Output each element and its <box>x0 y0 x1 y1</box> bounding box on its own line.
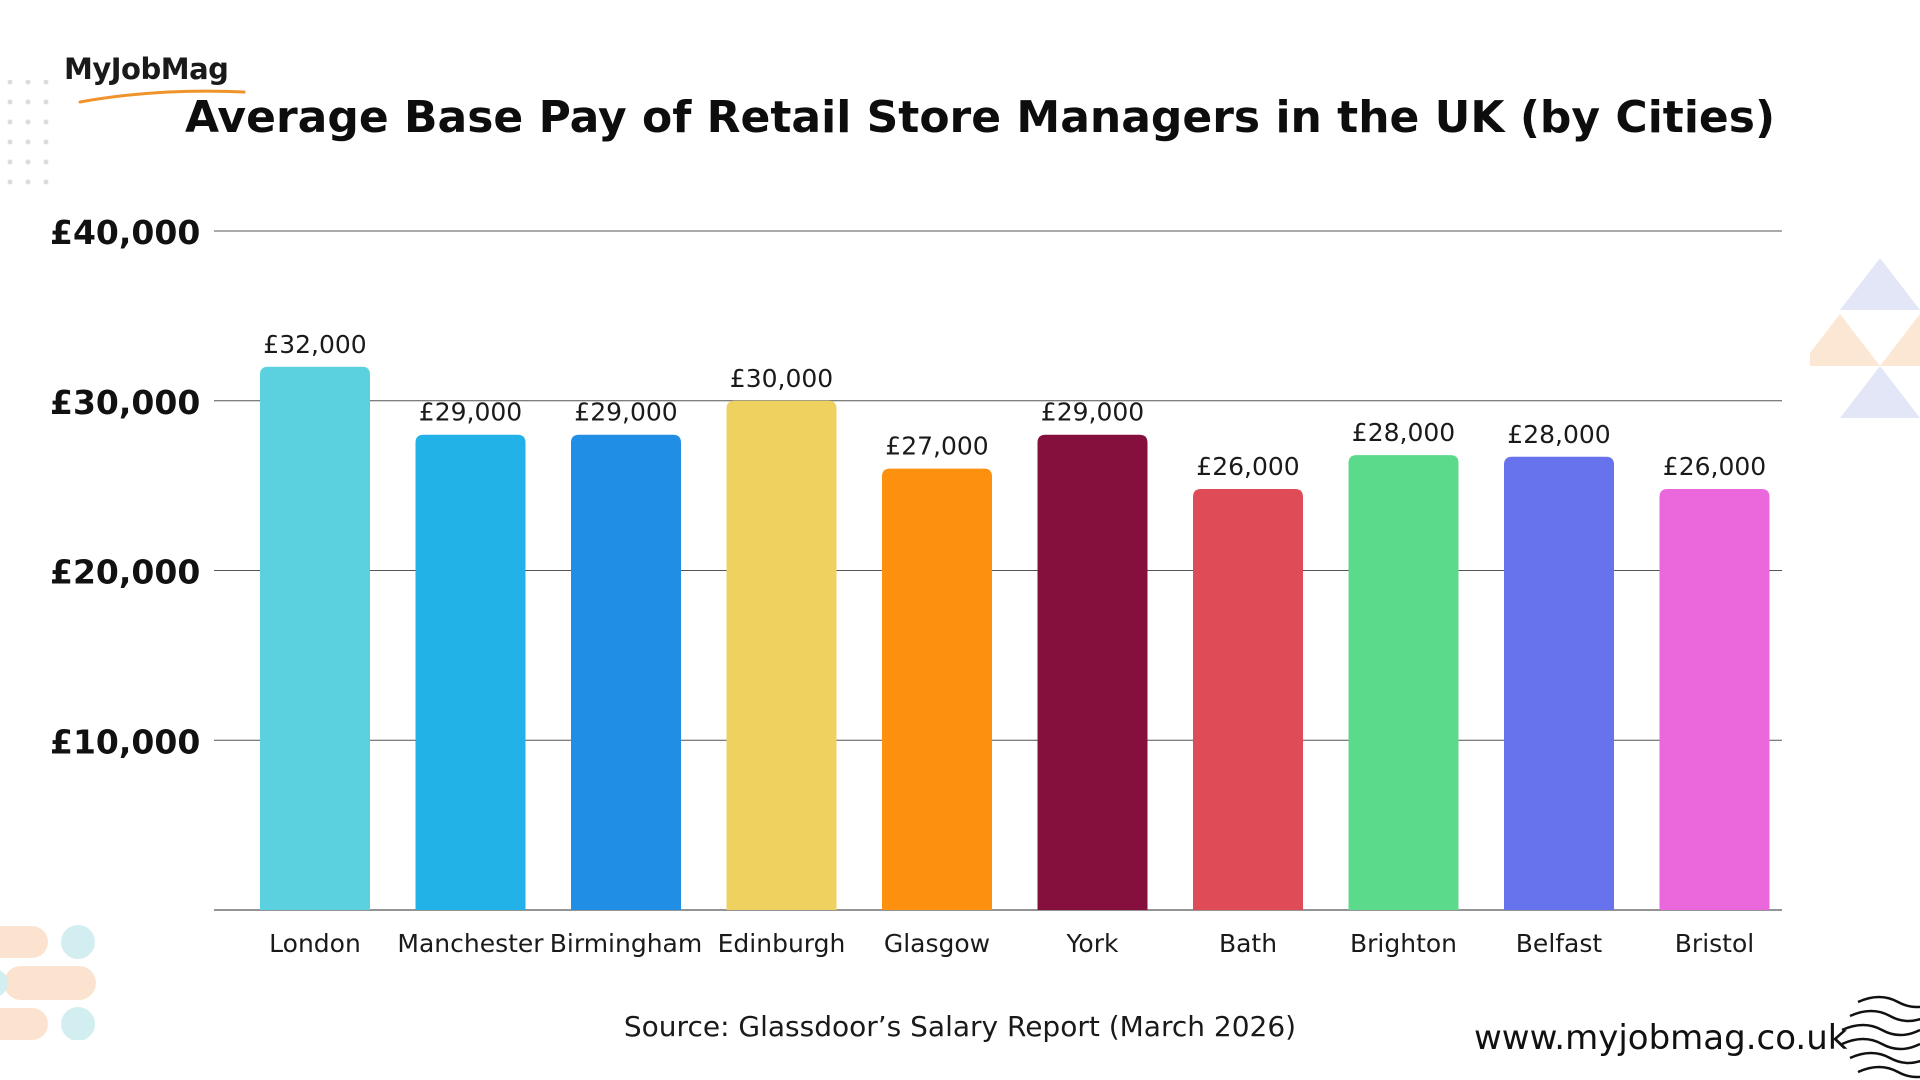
source-note: Source: Glassdoor’s Salary Report (March… <box>623 1010 1297 1043</box>
bar-birmingham <box>571 434 681 910</box>
bar-london <box>260 366 370 910</box>
data-label: £28,000 <box>1352 418 1455 447</box>
data-label: £30,000 <box>730 364 833 393</box>
x-tick-label: Bristol <box>1675 929 1754 958</box>
bar-bath <box>1193 489 1303 910</box>
bar-bristol <box>1659 489 1770 910</box>
x-tick-label: Bath <box>1219 929 1277 958</box>
bar-brighton <box>1348 455 1459 910</box>
decorative-waves <box>1841 995 1920 1079</box>
data-label: £27,000 <box>885 432 988 461</box>
decorative-dot-grid <box>7 80 49 185</box>
data-label: £32,000 <box>263 330 366 359</box>
x-tick-label: London <box>269 929 361 958</box>
x-tick-label: Brighton <box>1350 929 1457 958</box>
y-tick-label: £10,000 <box>50 722 200 761</box>
data-label: £29,000 <box>419 398 522 427</box>
x-tick-label: York <box>1065 929 1119 958</box>
bar-belfast <box>1504 456 1614 910</box>
data-label: £28,000 <box>1507 420 1610 449</box>
data-label: £26,000 <box>1196 452 1299 481</box>
myjobmag-logo[interactable]: MyJobMag <box>64 52 246 112</box>
bar-manchester <box>415 434 526 910</box>
chart-title: Average Base Pay of Retail Store Manager… <box>184 92 1776 143</box>
x-tick-label: Birmingham <box>550 929 702 958</box>
data-label: £29,000 <box>574 398 677 427</box>
x-tick-label: Manchester <box>397 929 544 958</box>
y-tick-label: £20,000 <box>50 553 200 592</box>
website-link[interactable]: www.myjobmag.co.uk <box>1474 1018 1848 1058</box>
decorative-triangles <box>1810 258 1920 418</box>
bar-york <box>1037 434 1148 910</box>
decorative-pills <box>0 925 96 1040</box>
x-tick-label: Belfast <box>1516 929 1603 958</box>
x-tick-label: Glasgow <box>884 929 990 958</box>
bar-edinburgh <box>726 400 837 910</box>
bar-glasgow <box>882 468 992 910</box>
data-label: £26,000 <box>1663 452 1766 481</box>
y-tick-label: £30,000 <box>50 383 200 422</box>
logo-text: MyJobMag <box>64 52 229 86</box>
data-label: £29,000 <box>1041 398 1144 427</box>
y-tick-label: £40,000 <box>50 213 200 252</box>
x-tick-label: Edinburgh <box>718 929 846 958</box>
logo-swoosh-icon <box>78 89 246 104</box>
bar-chart: £10,000 £20,000 £30,000 £40,000 £32,000 Londo… <box>50 213 1782 958</box>
